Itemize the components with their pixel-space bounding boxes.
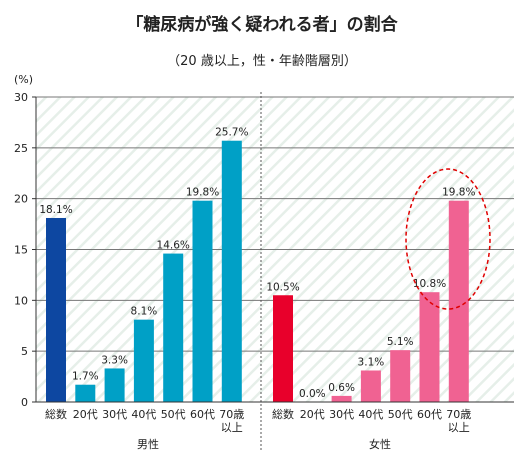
bar [104,368,125,402]
data-label: 0.0% [299,388,326,400]
category-label: 20代 [300,408,325,421]
category-label: 総数 [45,407,67,421]
bar [46,217,66,402]
y-tick-label: 25 [14,142,28,155]
category-label: 40代 [131,408,156,421]
data-label: 3.3% [101,354,128,366]
data-label: 19.8% [186,187,219,199]
category-label: 以上 [221,421,243,434]
highlight-ellipse [405,168,491,310]
data-label: 18.1% [39,204,72,216]
chart-subtitle: （20 歳以上，性・年齢階層別） [167,54,357,69]
data-label: 8.1% [131,306,158,318]
data-label: 3.1% [358,356,385,368]
y-tick-label: 15 [14,244,28,257]
y-tick-label: 5 [21,345,28,358]
data-label: 0.6% [328,382,355,394]
data-label: 1.7% [72,371,99,383]
y-tick-label: 0 [21,396,28,409]
category-label: 70歳 [446,408,471,421]
category-label: 30代 [329,408,354,421]
category-label: 60代 [417,408,442,421]
category-label: 40代 [358,408,383,421]
bar [360,370,381,402]
y-tick-label: 10 [14,294,28,307]
bars [46,140,469,402]
data-label: 19.8% [442,187,475,199]
category-label: 50代 [388,408,413,421]
bar [448,200,469,402]
bar [221,140,242,402]
y-unit-label: (%) [14,73,33,86]
data-label: 5.1% [387,336,414,348]
category-label: 20代 [73,408,98,421]
category-label: 以上 [448,421,470,434]
category-label: 50代 [161,408,186,421]
bar [273,295,293,402]
bar [419,292,440,402]
bar [192,200,213,402]
category-label: 70歳 [219,408,244,421]
bar [75,384,96,402]
bar [390,350,411,402]
labels: 18.1% 総数 1.7% 20代 3.3% 30代 8.1% 40代 14.6% 50代 19.8… [39,127,475,451]
bar [163,253,184,402]
y-tick-label: 20 [14,193,28,206]
bar [331,395,352,402]
data-label: 10.8% [413,278,446,290]
data-label: 25.7% [215,127,248,139]
category-label: 総数 [272,407,294,421]
bar [133,319,154,402]
chart-title: 「糖尿病が強く疑われる者」の割合 [126,14,398,35]
y-axis: 0 5 10 15 20 25 30 [14,91,36,409]
y-tick-label: 30 [14,91,28,104]
data-label: 14.6% [157,240,190,252]
group-label: 男性 [137,437,159,451]
data-label: 10.5% [266,281,299,293]
group-label: 女性 [369,437,391,451]
category-label: 30代 [102,408,127,421]
category-label: 60代 [190,408,215,421]
